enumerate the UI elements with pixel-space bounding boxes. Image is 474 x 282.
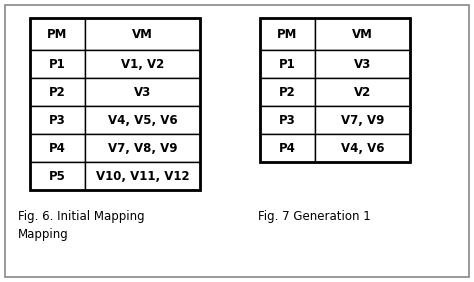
Text: VM: VM — [132, 28, 153, 41]
Text: P3: P3 — [279, 113, 296, 127]
Text: VM: VM — [352, 28, 373, 41]
Text: P1: P1 — [279, 58, 296, 70]
Bar — [30, 18, 85, 50]
Text: V7, V9: V7, V9 — [341, 113, 384, 127]
Bar — [30, 162, 85, 190]
Text: P4: P4 — [49, 142, 66, 155]
Bar — [260, 18, 315, 50]
Text: P5: P5 — [49, 169, 66, 182]
Bar — [315, 106, 410, 134]
Bar — [30, 18, 200, 190]
Bar — [85, 162, 200, 190]
Text: P4: P4 — [279, 142, 296, 155]
Text: Fig. 6. Initial Mapping
Mapping: Fig. 6. Initial Mapping Mapping — [18, 210, 145, 241]
Bar — [85, 78, 200, 106]
Bar — [30, 106, 85, 134]
Bar — [30, 50, 85, 78]
Bar — [30, 134, 85, 162]
Bar — [260, 134, 315, 162]
Text: V10, V11, V12: V10, V11, V12 — [96, 169, 189, 182]
Bar — [315, 18, 410, 50]
Text: V2: V2 — [354, 85, 371, 98]
Text: P3: P3 — [49, 113, 66, 127]
Bar — [260, 50, 315, 78]
Bar — [315, 78, 410, 106]
Text: P2: P2 — [279, 85, 296, 98]
Bar — [315, 50, 410, 78]
Text: P1: P1 — [49, 58, 66, 70]
Bar — [85, 106, 200, 134]
Bar — [315, 134, 410, 162]
Bar — [260, 78, 315, 106]
Text: V3: V3 — [354, 58, 371, 70]
Bar — [260, 106, 315, 134]
Text: V4, V5, V6: V4, V5, V6 — [108, 113, 177, 127]
Bar — [260, 18, 410, 162]
Text: PM: PM — [47, 28, 68, 41]
Bar — [30, 78, 85, 106]
Text: Fig. 7 Generation 1: Fig. 7 Generation 1 — [258, 210, 371, 223]
Bar — [85, 18, 200, 50]
Text: V1, V2: V1, V2 — [121, 58, 164, 70]
Text: V3: V3 — [134, 85, 151, 98]
Text: V7, V8, V9: V7, V8, V9 — [108, 142, 177, 155]
Text: P2: P2 — [49, 85, 66, 98]
Bar — [85, 50, 200, 78]
Bar — [85, 134, 200, 162]
Text: V4, V6: V4, V6 — [341, 142, 384, 155]
Text: PM: PM — [277, 28, 298, 41]
